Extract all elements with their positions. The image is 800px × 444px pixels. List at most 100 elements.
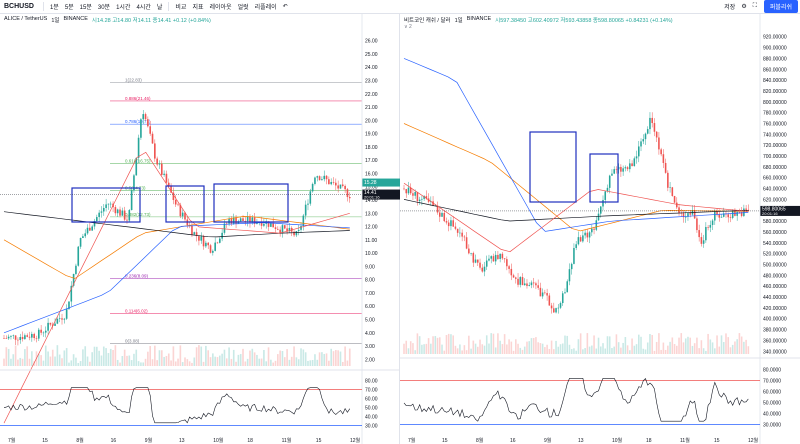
volume-bar <box>337 350 339 366</box>
interval-15m[interactable]: 15분 <box>79 5 92 11</box>
candle-body <box>631 163 633 167</box>
candle-body <box>528 285 530 286</box>
left-symbol-title[interactable]: ALICE / TetherUS <box>4 16 48 22</box>
candle-body <box>295 231 298 236</box>
volume-bar <box>89 361 91 366</box>
candle-body <box>698 230 700 238</box>
right-chart-pane[interactable]: 비트코인 캐쉬 / 달러 1일 BINANCE 시597.38450 고602.… <box>400 14 800 444</box>
volume-bar <box>465 350 468 354</box>
price-axis-label: 3.00 <box>365 344 375 350</box>
interval-5m[interactable]: 5분 <box>64 5 74 11</box>
candle-body <box>456 228 459 233</box>
layout-button[interactable]: 레이아웃 <box>209 5 232 11</box>
candle-body <box>510 268 513 276</box>
replay-button[interactable]: 리플레이 <box>254 5 277 11</box>
volume-bar <box>158 350 161 366</box>
volume-bar <box>678 337 680 354</box>
candle-body <box>575 244 577 248</box>
volume-bar <box>407 348 410 354</box>
price-axis-label: 580.00000 <box>763 219 787 225</box>
candle-body <box>28 336 31 338</box>
osc-axis-label: 40.00 <box>365 415 378 421</box>
candle-body <box>613 169 615 174</box>
symbol-search[interactable]: BCHUSD <box>4 3 34 10</box>
price-tag-countdown: 20:01:16 <box>364 195 380 200</box>
fullscreen-icon[interactable]: ⛶ <box>752 3 757 9</box>
fib-level-label: 0.236(8.09) <box>125 273 149 278</box>
volume-bar <box>405 340 408 354</box>
price-axis-label: 620.00000 <box>763 197 787 203</box>
volume-bar <box>577 339 580 354</box>
volume-bar <box>532 337 535 354</box>
candle-body <box>158 163 161 165</box>
indicators-button[interactable]: 지표 <box>192 5 204 11</box>
volume-bar <box>239 354 242 366</box>
candle-body <box>160 163 163 175</box>
left-chart-pane[interactable]: ALICE / TetherUS 1일 BINANCE 시14.28 고14.8… <box>0 14 400 444</box>
candle-body <box>640 141 642 147</box>
right-symbol-title[interactable]: 비트코인 캐쉬 / 달러 <box>404 18 451 24</box>
right-indicator-toggle[interactable]: ∨ 2 <box>404 24 412 30</box>
price-axis-label: 520.00000 <box>763 252 787 258</box>
drawn-rectangle <box>529 131 577 203</box>
left-exchange: BINANCE <box>63 16 88 22</box>
volume-bar <box>172 346 175 366</box>
volume-bar <box>501 344 504 354</box>
compare-button[interactable]: 비교 <box>175 5 187 11</box>
interval-1h[interactable]: 1시간 <box>116 5 131 11</box>
interval-1d[interactable]: 날 <box>156 5 163 11</box>
candle-body <box>174 199 177 205</box>
volume-bar <box>418 336 421 354</box>
volume-bar <box>339 351 342 366</box>
price-axis-label: 360.00000 <box>763 338 787 344</box>
volume-bar <box>512 350 515 354</box>
candle-body <box>421 198 423 200</box>
volume-bar <box>553 349 555 354</box>
left-chart-canvas[interactable]: 26.00 25.00 24.00 23.00 22.00 21.00 20.00 19.00… <box>0 14 400 444</box>
interval-1m[interactable]: 1분 <box>49 5 59 11</box>
candle-body <box>242 218 244 221</box>
price-axis-label: 16.00 <box>365 171 378 177</box>
candle-body <box>65 309 68 319</box>
publish-button[interactable]: 퍼블리쉬 <box>763 0 798 13</box>
candle-body <box>267 221 270 227</box>
interval-30m[interactable]: 30분 <box>97 5 111 11</box>
volume-bar <box>747 346 750 354</box>
candle-body <box>19 336 22 341</box>
volume-bar <box>167 353 170 366</box>
volume-bar <box>447 333 450 354</box>
candle-body <box>128 210 131 221</box>
time-axis-label: 7월 <box>8 437 16 444</box>
volume-bar <box>662 342 665 354</box>
toolbar-separator <box>42 2 44 11</box>
candle-body <box>461 232 463 237</box>
right-chart-canvas[interactable]: 920.00000 900.00000 880.00000 860.00000 840.… <box>400 14 800 444</box>
candle-body <box>608 175 611 188</box>
volume-bar <box>348 348 351 366</box>
candle-body <box>84 233 87 237</box>
candle-body <box>481 267 484 272</box>
candle-body <box>56 318 59 324</box>
candle-body <box>249 216 251 223</box>
volume-bar <box>711 342 714 354</box>
undo-icon[interactable]: ↶ <box>282 4 288 10</box>
save-button[interactable]: 저장 <box>724 5 736 11</box>
candle-body <box>156 158 158 165</box>
volume-bar <box>72 354 75 366</box>
candle-body <box>309 191 312 204</box>
time-axis-label: 12월 <box>748 437 759 444</box>
candle-body <box>620 166 622 172</box>
interval-4h[interactable]: 4시간 <box>136 5 151 11</box>
candle-body <box>121 210 124 216</box>
volume-bar <box>530 338 533 354</box>
candle-body <box>179 204 182 217</box>
settings-icon[interactable]: ⚙ <box>741 4 747 10</box>
volume-bar <box>626 345 629 354</box>
price-axis-label: 12.00 <box>365 225 378 231</box>
volume-bar <box>649 334 651 354</box>
candle-body <box>727 214 730 218</box>
alert-button[interactable]: 얼럿 <box>237 5 249 11</box>
candle-body <box>102 207 105 212</box>
candle-body <box>512 275 515 278</box>
volume-bar <box>684 338 687 354</box>
